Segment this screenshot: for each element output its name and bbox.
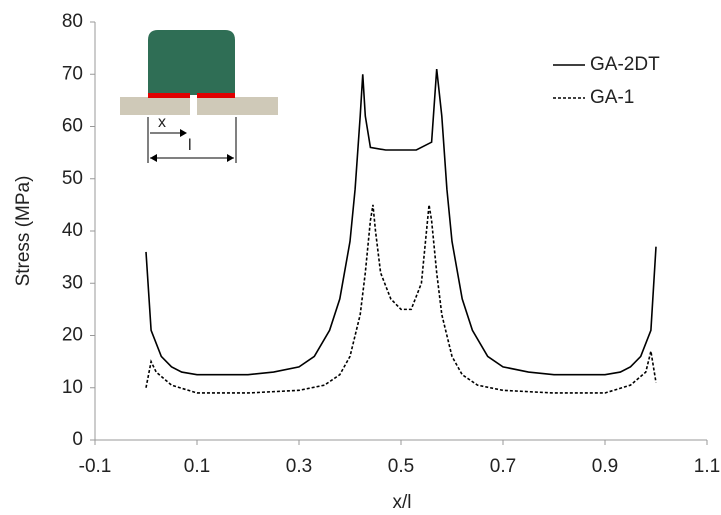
y-tick-label: 20 [62, 325, 83, 346]
x-tick-label: 0.5 [388, 456, 414, 477]
plate [197, 97, 278, 115]
arrow-head [180, 129, 187, 137]
y-tick-label: 40 [62, 220, 83, 241]
y-tick-label: 50 [62, 168, 83, 189]
inset-label: x [158, 114, 166, 131]
series-line [145, 204, 657, 394]
y-tick-label: 70 [62, 63, 83, 84]
series-line [145, 68, 657, 376]
block [148, 30, 235, 95]
adhesive [197, 93, 235, 98]
y-tick-label: 80 [62, 11, 83, 32]
x-tick-label: 0.7 [490, 456, 516, 477]
x-tick-label: -0.1 [79, 456, 112, 477]
inset-schematic: x l [120, 30, 278, 163]
x-tick-label: 0.1 [184, 456, 210, 477]
y-tick-label: 60 [62, 116, 83, 137]
legend-label: GA-2DT [590, 54, 660, 75]
y-axis-label: Stress (MPa) [13, 176, 34, 287]
x-tick-label: 0.9 [592, 456, 618, 477]
x-axis-label: x/l [393, 492, 412, 513]
inset-label: l [188, 137, 192, 154]
x-tick-label: 1.1 [694, 456, 720, 477]
y-tick-label: 0 [72, 429, 83, 450]
y-tick-label: 10 [62, 377, 83, 398]
x-tick-label: 0.3 [286, 456, 312, 477]
plate [120, 97, 190, 115]
legend-label: GA-1 [590, 87, 634, 108]
y-tick-label: 30 [62, 272, 83, 293]
adhesive [148, 93, 190, 98]
